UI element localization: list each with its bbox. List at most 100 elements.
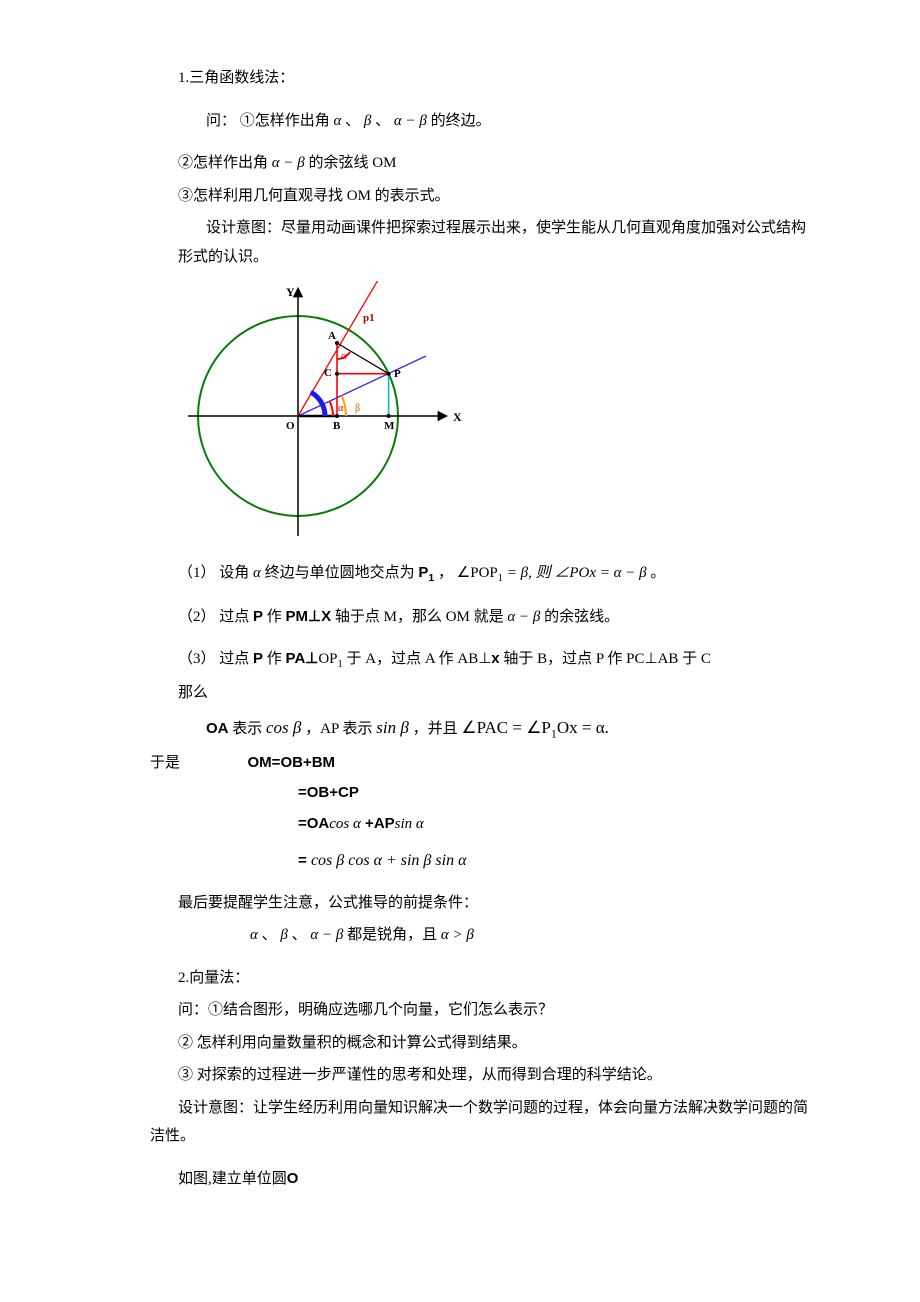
r2c: 都是锐角，且 [347, 927, 437, 943]
s2f: 的余弦线。 [544, 609, 619, 625]
q1: 问： ①怎样作出角 α 、 β 、 α − β 的终边。 [150, 107, 810, 136]
s2-q1: 问：①结合图形，明确应选哪几个向量，它们怎么表示？ [150, 996, 810, 1025]
lbl-alpha-o: α [338, 403, 344, 414]
reminder2: α 、 β 、 α − β 都是锐角，且 α > β [150, 921, 810, 950]
lbl-c: C [324, 367, 332, 379]
r2a: 、 [262, 927, 277, 943]
s3a: （3） 过点 [178, 651, 249, 667]
deriv-l3: =OAcos α +APsin α [150, 810, 810, 839]
fig2-line: 如图,建立单位圆O [150, 1165, 810, 1194]
s2q2: ② 怎样利用向量数量积的概念和计算公式得到结果。 [178, 1035, 527, 1051]
dl1: OM=OB+BM [248, 754, 336, 771]
s3h: 轴于 B，过点 P 作 PC⊥AB 于 C [500, 651, 711, 667]
r2d: α > β [441, 927, 474, 943]
lbl-x: X [453, 410, 462, 424]
s2-q3: ③ 对探索的过程进一步严谨性的思考和处理，从而得到合理的科学结论。 [150, 1061, 810, 1090]
s1c: P [418, 564, 428, 581]
s3b: P [253, 650, 263, 667]
oac: cos β [266, 718, 301, 737]
q3-text: ③怎样利用几何直观寻找 OM 的表示式。 [178, 188, 450, 204]
amb2: α − β [272, 155, 305, 171]
fig2b: O [287, 1170, 299, 1187]
s3i: 那么 [178, 685, 208, 701]
r2b: 、 [292, 927, 307, 943]
deriv-l1: 于是 OM=OB+BM [150, 749, 810, 778]
s2d: PM⊥X [286, 608, 332, 625]
oaa: OA [206, 720, 229, 737]
s2-amb: α − β [507, 609, 540, 625]
lbl-b: B [333, 420, 341, 432]
r-a: α [250, 927, 258, 943]
section1-title: 1.三角函数线法： [150, 64, 810, 93]
oae: sin β [376, 718, 409, 737]
s3c: 作 [267, 651, 282, 667]
lbl-alpha-a: α [341, 350, 347, 362]
s1-alpha: α [253, 565, 261, 581]
s3f: 于 A，过点 A 作 AB⊥ [347, 651, 492, 667]
dl3b: cos α [329, 816, 361, 832]
oa-line: OA 表示 cos β ，AP 表示 sin β ，并且 ∠PAC = ∠P1O… [150, 712, 810, 745]
lbl-o: O [286, 420, 295, 432]
unit-circle-figure: Y X O A B C M P p1 α α β [178, 281, 478, 541]
s1a: （1） 设角 [178, 565, 249, 581]
q-prefix: 问： [206, 113, 236, 129]
section2-title: 2.向量法： [150, 964, 810, 993]
s1g: 。 [650, 565, 665, 581]
lbl-a: A [328, 330, 336, 342]
sep1: 、 [345, 113, 360, 129]
d1a: 设计意图： [178, 220, 281, 236]
s1-title-text: 1.三角函数线法： [178, 70, 294, 86]
ray-op [298, 356, 426, 416]
pt-p [387, 372, 391, 376]
s3d: PA⊥ [286, 650, 319, 667]
s2-q2: ② 怎样利用向量数量积的概念和计算公式得到结果。 [150, 1029, 810, 1058]
r-b: β [280, 927, 287, 943]
arc-alpha-o [330, 401, 333, 416]
dl3d: sin α [395, 816, 424, 832]
s1-sub1: 1 [428, 572, 434, 584]
step1: （1） 设角 α 终边与单位圆地交点为 P1 ， ∠POP1 = β, 则 ∠P… [150, 559, 810, 589]
reminder1: 最后要提醒学生注意，公式推导的前提条件： [150, 889, 810, 918]
s2e: 轴于点 M，那么 OM 就是 [335, 609, 508, 625]
s3e: OP [318, 651, 337, 667]
s1b: 终边与单位圆地交点为 [265, 565, 415, 581]
deriv-l4: = cos β cos α + sin β sin α [150, 846, 810, 876]
q1-a: ①怎样作出角 [240, 113, 330, 129]
lbl-m: M [384, 420, 395, 432]
amb: α − β [394, 113, 427, 129]
arc-blue [311, 392, 325, 416]
pt-b [335, 414, 339, 418]
r1: 最后要提醒学生注意，公式推导的前提条件： [178, 895, 478, 911]
alpha: α [334, 113, 342, 129]
deriv-l2: =OB+CP [150, 779, 810, 808]
d2a: 设计意图： [150, 1100, 253, 1116]
fig2a: 如图,建立单位圆 [178, 1171, 287, 1187]
sep2: 、 [375, 113, 390, 129]
s2-title: 2.向量法： [178, 970, 249, 986]
q2-b: 的余弦线 OM [308, 155, 396, 171]
ray-op1 [298, 281, 388, 416]
lbl-beta-o: β [355, 403, 360, 414]
s1e: ∠POP [457, 565, 498, 581]
design2: 设计意图：让学生经历利用向量知识解决一个数学问题的过程，体会向量方法解决数学问题… [150, 1094, 810, 1151]
s1d: ， [438, 565, 453, 581]
q2-a: ②怎样作出角 [178, 155, 268, 171]
oag: ∠PAC = ∠P [461, 718, 551, 737]
dl4b: cos β cos α + sin β sin α [311, 852, 467, 869]
s2q3: ③ 对探索的过程进一步严谨性的思考和处理，从而得到合理的科学结论。 [178, 1067, 662, 1083]
oah: Ox = α. [557, 718, 609, 737]
lbl-p: P [394, 368, 401, 380]
lbl-p1: p1 [363, 312, 375, 324]
dl3a: =OA [298, 815, 329, 832]
s2c: 作 [267, 609, 282, 625]
s2q1: 问：①结合图形，明确应选哪几个向量，它们怎么表示？ [178, 1002, 553, 1018]
s2b: P [253, 608, 263, 625]
beta: β [364, 113, 371, 129]
step2: （2） 过点 P 作 PM⊥X 轴于点 M，那么 OM 就是 α − β 的余弦… [150, 603, 810, 632]
dl4a: = [298, 852, 311, 869]
q3: ③怎样利用几何直观寻找 OM 的表示式。 [150, 182, 810, 211]
pt-m [387, 414, 391, 418]
oab: 表示 [232, 721, 262, 737]
design1: 设计意图：尽量用动画课件把探索过程展示出来，使学生能从几何直观角度加强对公式结构… [150, 214, 810, 271]
q2: ②怎样作出角 α − β 的余弦线 OM [150, 149, 810, 178]
